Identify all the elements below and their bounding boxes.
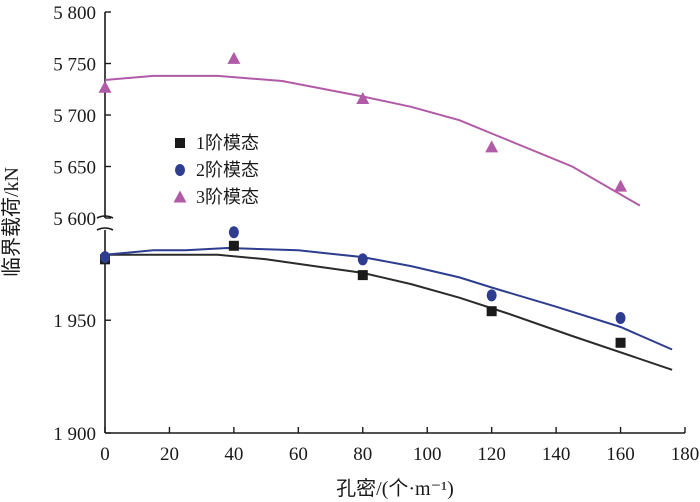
y-tick-label-upper: 5 700 — [53, 106, 96, 127]
y-tick-label-lower: 1 950 — [53, 311, 96, 332]
legend-marker-series-1 — [175, 138, 185, 148]
x-tick-label: 180 — [671, 444, 700, 465]
data-point-series-2 — [615, 311, 626, 324]
data-markers — [98, 51, 628, 348]
data-point-series-1 — [486, 306, 497, 317]
axis-break-marker — [96, 215, 114, 231]
data-point-series-3 — [485, 140, 499, 153]
data-point-series-3 — [227, 51, 241, 64]
x-tick-label: 160 — [606, 444, 635, 465]
x-tick-label: 40 — [224, 444, 243, 465]
y-tick-label-upper: 5 650 — [53, 158, 96, 179]
fit-line-series-1 — [105, 253, 673, 371]
data-point-series-3 — [614, 179, 628, 192]
fit-line-series-2 — [104, 246, 673, 351]
legend-label-series-1: 1阶模态 — [196, 133, 259, 153]
data-point-series-1 — [357, 270, 368, 281]
data-point-series-2 — [100, 251, 110, 264]
data-point-series-3 — [356, 92, 370, 105]
data-point-series-3 — [98, 80, 112, 93]
legend-marker-series-3 — [173, 190, 187, 203]
legend: 1阶模态 2阶模态 3阶模态 — [173, 133, 259, 207]
y-tick-label-upper: 5 750 — [53, 55, 96, 76]
axis-break-line-top — [96, 215, 114, 219]
legend-label-series-3: 3阶模态 — [196, 187, 259, 207]
fit-line-series-3 — [104, 74, 641, 207]
x-tick-label: 140 — [542, 444, 571, 465]
y-axis-title: 临界载荷/kN — [0, 167, 23, 277]
x-tick-label: 120 — [477, 444, 506, 465]
y-tick-label-upper: 5 800 — [53, 3, 96, 24]
y-tick-label-lower: 1 900 — [53, 424, 96, 445]
legend-label-series-2: 2阶模态 — [196, 160, 259, 180]
data-point-series-2 — [357, 253, 368, 266]
x-tick-label: 20 — [160, 444, 179, 465]
data-point-series-2 — [486, 289, 497, 302]
axis-break-line-bottom — [96, 227, 114, 231]
legend-marker-series-2 — [175, 164, 185, 176]
ticks: 0 20 40 60 80 100 120 140 160 180 5 600 5 650 5 700 5… — [53, 3, 699, 465]
x-tick-label: 0 — [100, 444, 110, 465]
x-tick-label: 80 — [353, 444, 372, 465]
data-point-series-2 — [228, 226, 239, 239]
x-axis-title: 孔密/(个·m⁻¹) — [336, 477, 454, 500]
x-tick-label: 60 — [289, 444, 308, 465]
data-point-series-1 — [228, 240, 239, 251]
fit-lines — [104, 74, 673, 371]
data-point-series-1 — [615, 337, 626, 348]
y-tick-label-upper: 5 600 — [53, 209, 96, 230]
x-tick-label: 100 — [413, 444, 442, 465]
